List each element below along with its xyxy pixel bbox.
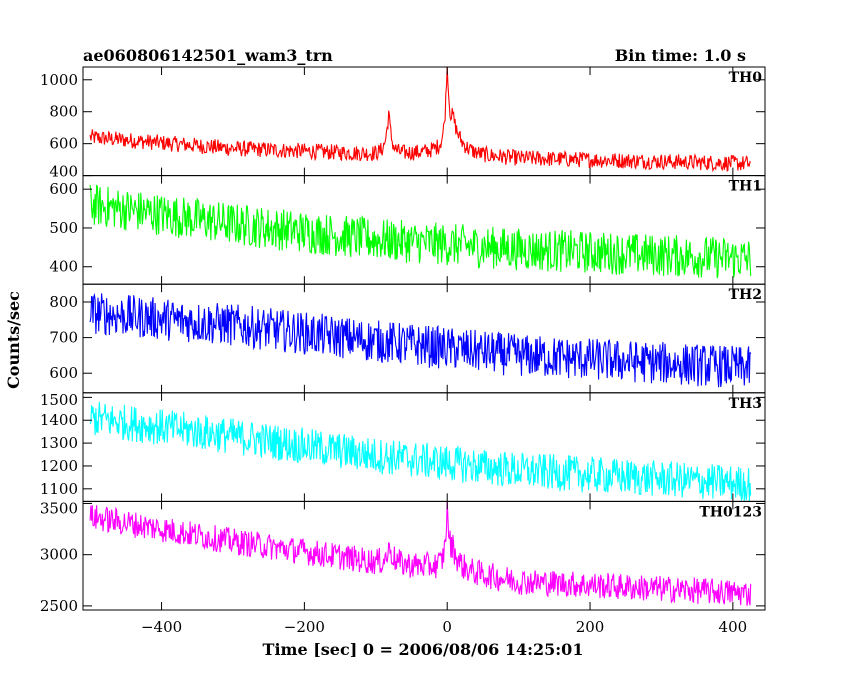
series-line-th2 [89, 292, 752, 388]
y-tick-label: 1500 [40, 391, 78, 409]
series-line-th3 [89, 401, 752, 502]
panel-frame [82, 66, 766, 177]
panel-label-th1: TH1 [729, 179, 762, 195]
y-tick-label: 800 [49, 103, 78, 121]
y-tick-label: 1300 [40, 434, 78, 452]
x-tick-label: 400 [719, 618, 748, 636]
x-axis-title: Time [sec] 0 = 2006/08/06 14:25:01 [263, 640, 584, 659]
panel-th3: 1100 1200 1300 1400 1500 TH3 [40, 391, 766, 502]
y-tick-label: 2500 [40, 597, 78, 615]
panel-label-th3: TH3 [729, 396, 762, 412]
x-tick-label: −400 [141, 618, 182, 636]
x-axis: −400 −200 0 200 400 [141, 618, 747, 636]
y-tick-label: 3000 [40, 546, 78, 564]
panel-label-th2: TH2 [729, 287, 762, 303]
y-tick-label: 1100 [40, 480, 78, 498]
series-line-th1 [89, 184, 752, 279]
y-tick-label: 1000 [40, 71, 78, 89]
x-tick-label: −200 [284, 618, 325, 636]
y-tick-label: 1200 [40, 457, 78, 475]
y-tick-label: 600 [49, 180, 78, 198]
y-tick-label: 400 [49, 163, 78, 181]
observation-id: ae060806142501_wam3_trn [83, 46, 333, 65]
bin-time-label: Bin time: 1.0 s [615, 46, 746, 65]
panel-frame [82, 500, 766, 611]
series-line-th0123 [89, 501, 752, 606]
panel-th0: 400 600 800 1000 TH0 [40, 66, 766, 181]
x-tick-label: 0 [442, 618, 452, 636]
y-tick-label: 800 [49, 293, 78, 311]
y-tick-label: 600 [49, 135, 78, 153]
x-tick-label: 200 [576, 618, 605, 636]
y-tick-label: 600 [49, 364, 78, 382]
y-tick-label: 1400 [40, 411, 78, 429]
y-tick-label: 500 [49, 219, 78, 237]
panel-th2: 600 700 800 TH2 [49, 283, 766, 394]
panel-th1: 400 500 600 TH1 [49, 175, 766, 285]
panel-label-th0: TH0 [729, 70, 763, 86]
y-axis-title: Counts/sec [4, 291, 23, 389]
y-tick-label: 3500 [40, 499, 78, 517]
panel-th0123: 2500 3000 3500 TH0123 [40, 499, 766, 615]
panel-frame [82, 175, 766, 285]
y-tick-label: 700 [49, 329, 78, 347]
y-tick-label: 400 [49, 258, 78, 276]
panel-label-th0123: TH0123 [699, 504, 762, 520]
series-line-th0 [89, 66, 752, 173]
